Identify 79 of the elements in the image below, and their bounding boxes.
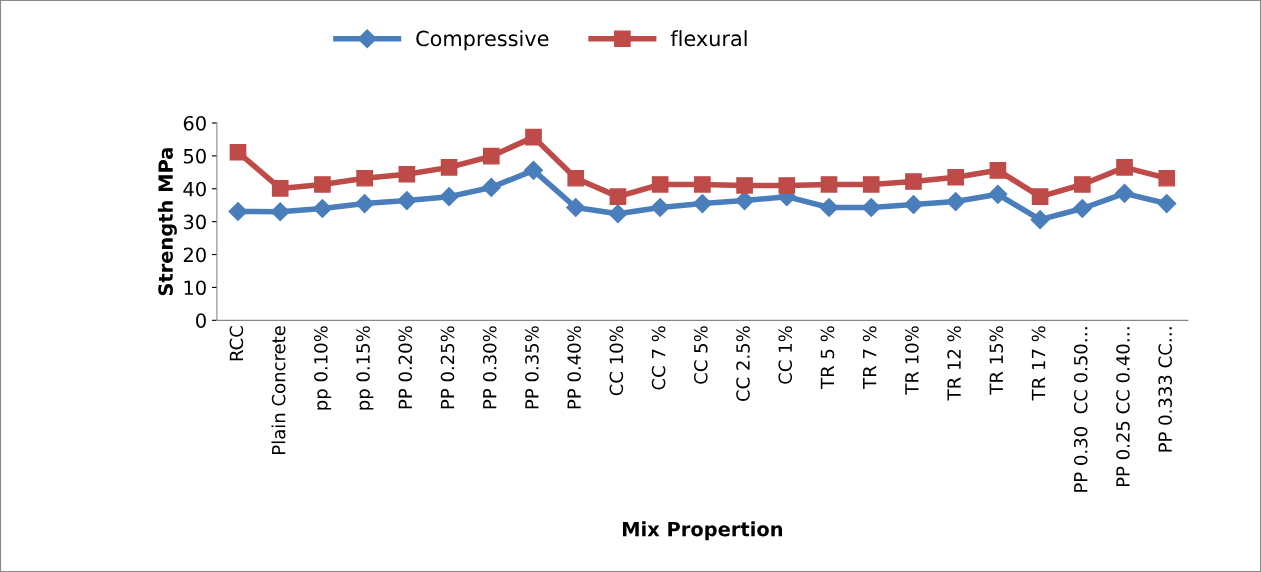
point (525, 128, 542, 146)
y-tick-label: 40 (183, 181, 206, 197)
point (988, 184, 1008, 204)
point (1157, 194, 1177, 214)
point (270, 202, 290, 222)
legend-label: Compressive (416, 30, 549, 51)
point (819, 197, 839, 218)
point (482, 147, 500, 165)
point (356, 169, 373, 187)
point (608, 204, 628, 224)
x-tick-label: CC 10% (609, 326, 624, 396)
x-tick-label: PP 0.35% (525, 326, 539, 409)
point (1030, 210, 1050, 230)
point (947, 168, 965, 186)
point (523, 160, 544, 180)
x-tick-label: CC 2.5% (736, 326, 750, 401)
x-tick-label: TR 15% (989, 326, 1004, 395)
point (355, 194, 375, 214)
point (229, 143, 247, 161)
point (1072, 198, 1092, 219)
point (1116, 159, 1133, 176)
point (946, 192, 966, 212)
point (1031, 188, 1049, 205)
x-tick-label: PP 0.25 CC 0.40… (1116, 327, 1130, 487)
legend-label: flexural (670, 30, 747, 47)
x-tick-label: pp 0.15% (356, 326, 374, 410)
x-tick-label: PP 0.40% (567, 326, 581, 409)
x-tick-label: TR 12 % (947, 326, 961, 401)
point (314, 176, 331, 193)
point (312, 198, 332, 219)
x-tick-label: TR 5 % (820, 326, 835, 389)
x-tick-label: Plain Concrete (271, 326, 286, 454)
point (692, 194, 712, 214)
point (439, 187, 459, 207)
point (650, 197, 670, 218)
x-tick-label: PP 0.25% (440, 326, 455, 409)
point (1158, 169, 1176, 187)
point (1073, 176, 1091, 193)
y-tick-label: 50 (183, 148, 206, 164)
y-tick-label: 20 (183, 247, 206, 263)
point (820, 176, 838, 193)
y-tick-label: 30 (183, 214, 206, 230)
point (228, 201, 248, 221)
point (567, 169, 585, 187)
y-tick-label: 0 (196, 313, 206, 328)
point (989, 162, 1007, 179)
y-tick-label: 10 (184, 280, 206, 296)
x-tick-label: CC 1% (778, 326, 793, 384)
x-tick-label: TR 7 % (862, 326, 877, 389)
y-tick-label: 60 (183, 115, 206, 131)
point (481, 177, 501, 197)
point (778, 177, 796, 194)
point (903, 195, 923, 215)
y-axis-title: Strength MPa (157, 148, 177, 296)
x-tick-label: CC 7 % (651, 326, 666, 390)
x-tick-label: PP 0.333 CC… (1158, 327, 1172, 452)
x-tick-label: CC 5% (693, 326, 708, 384)
point (271, 180, 289, 197)
x-tick-label: TR 17 % (1031, 326, 1046, 401)
point (694, 176, 711, 193)
point (397, 191, 417, 211)
x-tick-label: pp 0.10% (314, 326, 332, 410)
x-tick-label: PP 0.30 CC 0.50… (1073, 327, 1088, 492)
point (861, 197, 881, 218)
point (862, 176, 880, 193)
point (566, 197, 586, 218)
point (398, 165, 416, 183)
point (1115, 183, 1135, 203)
point (736, 177, 753, 194)
x-axis-title: Mix Propertion (622, 521, 783, 541)
point (905, 173, 922, 190)
x-tick-label: PP 0.20% (398, 326, 413, 409)
x-tick-label: RCC (229, 326, 244, 361)
point (609, 188, 627, 205)
x-tick-label: TR 10% (905, 326, 919, 395)
point (440, 159, 458, 176)
point (651, 176, 669, 193)
x-tick-label: PP 0.30% (482, 326, 497, 409)
point (735, 191, 755, 211)
